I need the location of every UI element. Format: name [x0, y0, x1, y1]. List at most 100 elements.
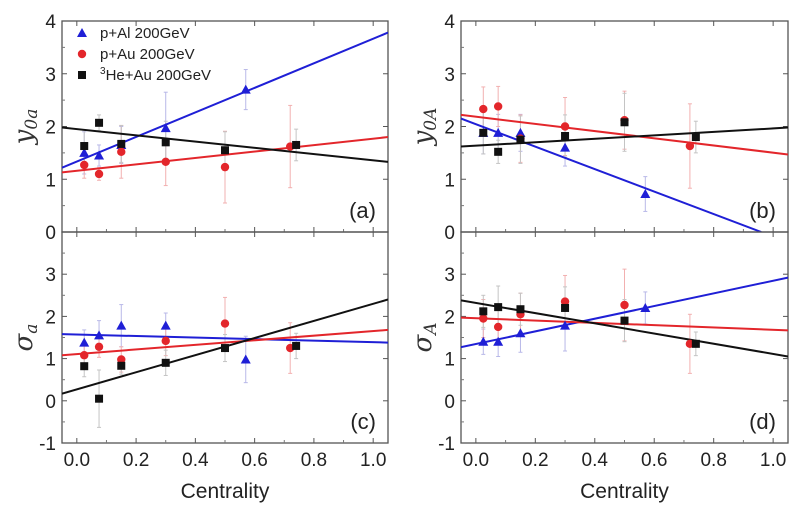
x-axis-label: Centrality: [181, 480, 270, 503]
legend-superscript: 3: [100, 66, 106, 77]
x-tick-label: 0.6: [241, 450, 267, 471]
panel-label: (c): [350, 409, 376, 434]
x-tick-label: 0.4: [582, 450, 609, 471]
y-tick-label: 3: [444, 65, 455, 86]
data-point-HeAu: [516, 305, 525, 314]
x-tick-label: 0.8: [301, 450, 327, 471]
y-tick-label: 4: [45, 12, 56, 33]
data-point-HeAu: [161, 138, 170, 147]
data-point-pAu: [220, 319, 230, 328]
x-tick-label: 1.0: [360, 450, 386, 471]
y-axis-label: σa: [9, 324, 42, 352]
y-tick-label: 3: [444, 265, 455, 286]
data-point-pAu: [493, 322, 503, 332]
y-tick-label: 0: [444, 223, 455, 244]
data-point-pAu: [161, 157, 170, 167]
data-point-pAu: [220, 162, 230, 172]
fit-line-pAu: [62, 328, 388, 357]
y-axis-label-subscript: 0a: [22, 109, 42, 130]
legend-marker-HeAu: [78, 71, 86, 79]
y-tick-label: 1: [45, 350, 56, 371]
fit-line-pAl: [461, 117, 762, 232]
x-tick-label: 0.6: [641, 450, 667, 471]
fit-line-HeAu: [461, 126, 788, 148]
panel-label: (d): [749, 409, 776, 434]
data-point-HeAu: [691, 133, 700, 142]
y-tick-label: 4: [444, 12, 455, 33]
fit-line-HeAu: [62, 126, 388, 163]
y-axis-label-symbol: y: [9, 129, 39, 145]
y-axis-label: y0A: [408, 108, 441, 147]
data-point-HeAu: [80, 362, 89, 371]
data-point-pAl: [560, 320, 571, 330]
data-point-HeAu: [620, 118, 629, 127]
legend-marker-pAu: [77, 49, 87, 59]
y-tick-label: 2: [444, 307, 455, 328]
data-point-pAu: [560, 122, 570, 131]
y-tick-label: 1: [45, 170, 56, 191]
panel-d: -1 0 1 2 3 0.0 0.2 0.4 0.6 0.8 1.0 Centrality σA (d): [408, 231, 789, 503]
y-tick-label: 1: [444, 350, 455, 371]
y-axis-label-symbol: σ: [9, 332, 39, 351]
plot-area: [62, 296, 388, 428]
data-point-pAl: [560, 142, 571, 152]
plot-area: [461, 85, 788, 232]
y-tick-label: 2: [45, 307, 56, 328]
plot-area: [461, 268, 788, 374]
data-point-pAl: [160, 320, 171, 330]
x-tick-label: 0.2: [123, 450, 149, 471]
data-point-pAl: [240, 84, 251, 94]
y-axis-label: y0a: [9, 109, 42, 146]
data-point-pAl: [493, 127, 504, 137]
x-tick-label: 1.0: [760, 450, 786, 471]
data-point-pAl: [94, 150, 105, 160]
data-point-HeAu: [117, 361, 126, 370]
legend-label-HeAu: 3He+Au 200GeV: [100, 66, 211, 84]
data-point-HeAu: [479, 307, 488, 316]
data-point-HeAu: [117, 139, 126, 148]
x-tick-label: 0.4: [182, 450, 209, 471]
y-tick-label: 2: [45, 118, 56, 139]
data-point-HeAu: [292, 140, 301, 149]
data-point-HeAu: [691, 339, 700, 348]
y-axis-label-subscript: A: [421, 322, 441, 336]
data-point-pAu: [685, 141, 695, 151]
y-axis-label-subscript: a: [22, 324, 42, 334]
x-tick-label: 0.2: [522, 450, 548, 471]
data-point-pAl: [515, 127, 526, 137]
data-point-pAl: [240, 354, 251, 364]
data-point-HeAu: [561, 303, 570, 312]
y-axis-label: σA: [408, 322, 441, 352]
data-point-HeAu: [620, 316, 629, 325]
legend-label-pAu: p+Au 200GeV: [100, 46, 195, 63]
y-tick-label: 2: [444, 118, 455, 139]
y-tick-label: 0: [45, 392, 56, 413]
legend-text: He+Au 200GeV: [106, 67, 212, 84]
y-tick-label: -1: [39, 434, 56, 455]
data-point-pAl: [515, 328, 526, 338]
data-point-pAl: [160, 123, 171, 133]
panel-b: 0 1 2 3 4 y0A (b): [408, 12, 789, 244]
data-point-pAu: [80, 351, 89, 360]
fit-line-pAu: [461, 113, 788, 156]
data-point-pAl: [116, 320, 127, 330]
fit-line-pAl: [461, 276, 788, 349]
data-point-HeAu: [479, 128, 488, 137]
plot-area: [62, 31, 388, 204]
x-tick-label: 0.8: [700, 450, 726, 471]
data-point-pAl: [478, 336, 489, 346]
data-point-pAu: [117, 147, 126, 157]
data-point-pAl: [493, 336, 504, 346]
data-point-pAu: [479, 104, 488, 114]
data-point-HeAu: [292, 341, 301, 350]
legend-marker-pAl: [77, 28, 87, 37]
y-tick-label: -1: [438, 434, 455, 455]
panel-label: (a): [349, 198, 376, 223]
data-point-pAu: [479, 314, 488, 323]
x-tick-label: 0.0: [64, 450, 90, 471]
data-point-pAu: [620, 300, 629, 310]
legend-label-pAl: p+Al 200GeV: [100, 25, 190, 42]
data-point-HeAu: [95, 394, 104, 403]
data-point-HeAu: [221, 344, 229, 353]
